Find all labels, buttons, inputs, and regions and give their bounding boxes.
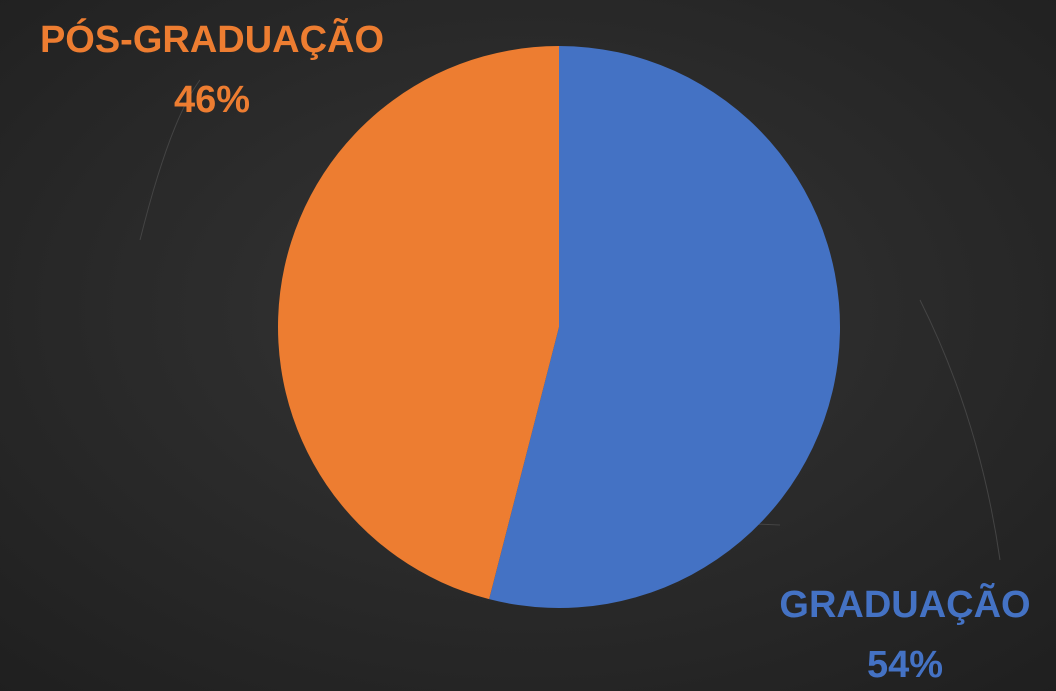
pie-slice xyxy=(489,46,840,609)
slice-value-label: 54% xyxy=(867,644,943,686)
pie-slice xyxy=(278,46,559,600)
slice-category-label: PÓS-GRADUAÇÃO xyxy=(40,17,384,61)
slice-value-label: 46% xyxy=(174,79,250,121)
slice-category-label: GRADUAÇÃO xyxy=(779,582,1030,626)
